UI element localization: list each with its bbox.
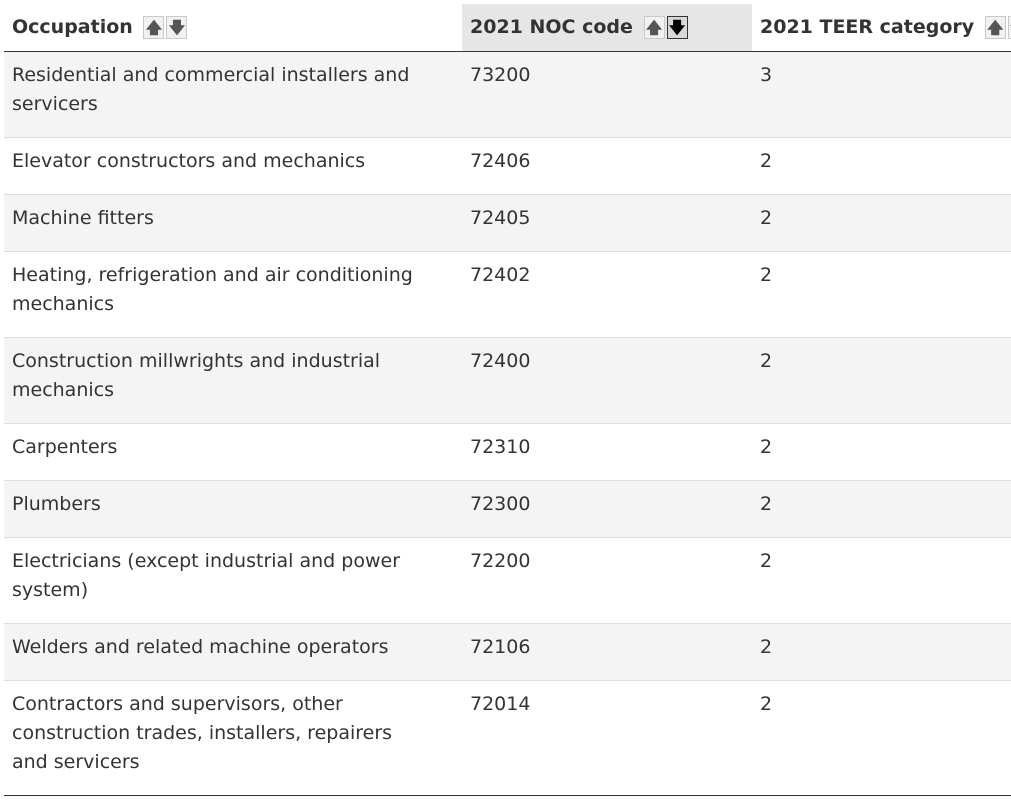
table-body: Residential and commercial installers an… (4, 51, 1011, 796)
table-row: Machine fitters 72405 2 (4, 194, 1011, 252)
teer-category-cell: 2 (752, 194, 1011, 252)
column-header-label: 2021 NOC code (470, 16, 633, 38)
sort-ascending-button[interactable]: 🡅 (643, 16, 665, 39)
arrow-up-icon: 🡅 (645, 18, 663, 37)
table-row: Welders and related machine operators 72… (4, 623, 1011, 681)
occupation-cell: Machine fitters (4, 194, 462, 252)
table-row: Heating, refrigeration and air condition… (4, 251, 1011, 338)
arrow-up-icon: 🡅 (987, 18, 1004, 37)
teer-category-cell: 3 (752, 51, 1011, 138)
occupation-cell: Electricians (except industrial and powe… (4, 537, 462, 624)
noc-code-cell: 72200 (462, 537, 752, 624)
arrow-down-icon: 🡇 (668, 18, 686, 37)
occupation-cell: Plumbers (4, 480, 462, 538)
occupation-cell: Residential and commercial installers an… (4, 51, 462, 138)
noc-code-cell: 72402 (462, 251, 752, 338)
noc-code-cell: 72106 (462, 623, 752, 681)
teer-category-cell: 2 (752, 680, 1011, 796)
table-row: Construction millwrights and industrial … (4, 337, 1011, 424)
noc-code-cell: 73200 (462, 51, 752, 138)
table-row: Residential and commercial installers an… (4, 51, 1011, 138)
teer-category-cell: 2 (752, 337, 1011, 424)
teer-category-cell: 2 (752, 423, 1011, 481)
table-header: Occupation 🡅 🡇 2021 NOC code 🡅 🡇 2021 TEER… (4, 4, 1011, 52)
teer-category-cell: 2 (752, 537, 1011, 624)
occupation-cell: Elevator constructors and mechanics (4, 137, 462, 195)
noc-code-cell: 72400 (462, 337, 752, 424)
noc-code-cell: 72310 (462, 423, 752, 481)
noc-code-cell: 72014 (462, 680, 752, 796)
teer-category-cell: 2 (752, 251, 1011, 338)
sort-controls: 🡅🡇 (643, 16, 690, 39)
column-header-label: Occupation (12, 16, 133, 38)
occupation-cell: Contractors and supervisors, other const… (4, 680, 462, 796)
noc-code-cell: 72406 (462, 137, 752, 195)
teer-category-cell: 2 (752, 623, 1011, 681)
table-row: Elevator constructors and mechanics 7240… (4, 137, 1011, 195)
column-header-teer-category: 2021 TEER category 🡅🡇 (752, 4, 1011, 52)
occupation-cell: Heating, refrigeration and air condition… (4, 251, 462, 338)
sort-controls: 🡅🡇 (143, 16, 189, 39)
table-row: Electricians (except industrial and powe… (4, 537, 1011, 624)
occupation-cell: Carpenters (4, 423, 462, 481)
sort-descending-button[interactable]: 🡇 (166, 16, 188, 39)
occupations-table: Occupation 🡅 🡇 2021 NOC code 🡅 🡇 2021 TEER… (4, 4, 1011, 796)
column-header-occupation: Occupation 🡅 🡇 (4, 4, 462, 52)
occupation-cell: Welders and related machine operators (4, 623, 462, 681)
occupation-cell: Construction millwrights and industrial … (4, 337, 462, 424)
arrow-down-icon: 🡇 (168, 18, 186, 37)
table-row: Plumbers 72300 2 (4, 480, 1011, 538)
teer-category-cell: 2 (752, 480, 1011, 538)
sort-ascending-button[interactable]: 🡅 (984, 16, 1006, 39)
sort-ascending-button[interactable]: 🡅 (143, 16, 165, 39)
sort-descending-button[interactable]: 🡇 (666, 16, 688, 39)
table-row: Contractors and supervisors, other const… (4, 680, 1011, 796)
column-header-label: 2021 TEER category (760, 16, 975, 38)
column-header-noc-code: 2021 NOC code 🡅 🡇 (462, 4, 752, 52)
noc-code-cell: 72300 (462, 480, 752, 538)
sort-controls: 🡅🡇 (984, 16, 1011, 39)
table-row: Carpenters 72310 2 (4, 423, 1011, 481)
teer-category-cell: 2 (752, 137, 1011, 195)
arrow-up-icon: 🡅 (145, 18, 163, 37)
noc-code-cell: 72405 (462, 194, 752, 252)
